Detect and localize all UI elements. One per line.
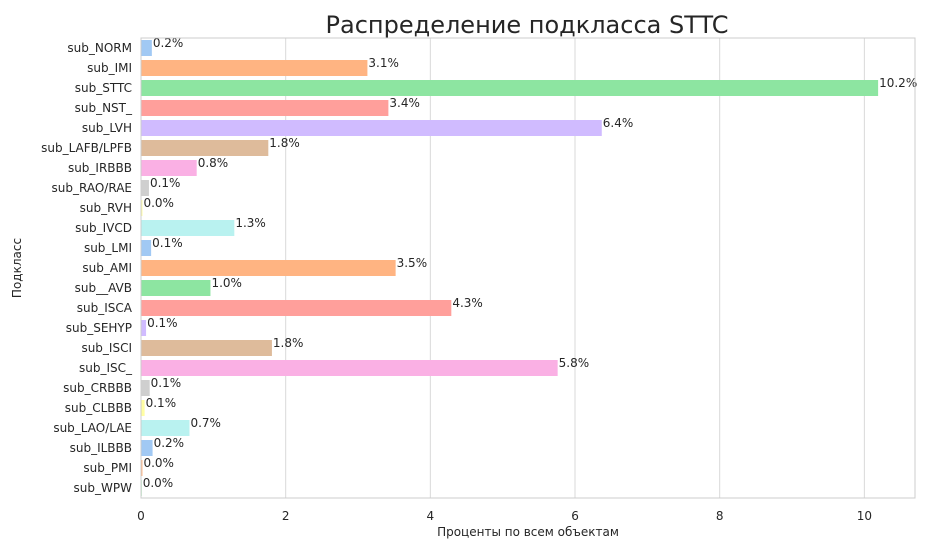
y-tick-label: sub_NST_ — [75, 101, 133, 115]
bar — [141, 240, 152, 256]
y-tick-labels: sub_NORM sub_IMI sub_STTC sub_NST_ sub_LVHsu… — [41, 41, 133, 495]
bar — [141, 440, 153, 456]
data-label: 0.1% — [146, 396, 177, 410]
data-label: 0.2% — [154, 436, 185, 450]
data-label: 5.8% — [559, 356, 590, 370]
y-tick-label: sub_SEHYP — [66, 321, 132, 335]
y-tick-label: sub_IMI — [87, 61, 132, 75]
y-tick-label: sub_NORM — [67, 41, 132, 55]
bar — [141, 280, 211, 296]
y-tick-label: sub__AVB — [75, 281, 132, 295]
data-label: 3.1% — [368, 56, 399, 70]
x-tick-label: 4 — [427, 509, 435, 523]
x-tick-label: 2 — [282, 509, 290, 523]
y-tick-label: sub_RVH — [80, 201, 132, 215]
x-tick-labels: 0 2 4 6 8 10 — [137, 509, 872, 523]
plot-frame — [140, 37, 916, 499]
data-labels: 0.2% 3.1% 10.2% 3.4% 6.4% 1.8% 0.8% 0.1% 0.0% 1.3… — [143, 36, 918, 490]
bar — [141, 200, 143, 216]
y-tick-label: sub_STTC — [75, 81, 132, 95]
data-label: 0.2% — [153, 36, 184, 50]
data-label: 0.1% — [150, 176, 181, 190]
y-tick-label: sub_LVH — [82, 121, 132, 135]
data-label: 4.3% — [452, 296, 483, 310]
x-tick-label: 8 — [716, 509, 724, 523]
data-label: 1.8% — [269, 136, 300, 150]
y-tick-label: sub_ILBBB — [70, 441, 132, 455]
data-label: 0.7% — [190, 416, 221, 430]
y-tick-label: sub_AMI — [82, 261, 132, 275]
data-label: 0.1% — [151, 376, 182, 390]
bar — [141, 300, 452, 316]
data-label: 6.4% — [603, 116, 634, 130]
bar — [141, 400, 145, 416]
y-tick-label: sub_IVCD — [75, 221, 132, 235]
data-label: 0.1% — [147, 316, 178, 330]
y-tick-label: sub_CRBBB — [63, 381, 132, 395]
bar — [141, 320, 147, 336]
bar — [141, 60, 368, 76]
y-axis-label: Подкласс — [10, 238, 24, 298]
y-tick-label: sub_IRBBB — [68, 161, 132, 175]
data-label: 0.0% — [143, 456, 174, 470]
y-tick-label: sub_CLBBB — [65, 401, 132, 415]
data-label: 0.0% — [143, 196, 174, 210]
bar — [141, 180, 149, 196]
y-tick-label: sub_WPW — [74, 481, 133, 495]
y-tick-label: sub_ISCI — [81, 341, 132, 355]
y-tick-label: sub_LAO/LAE — [53, 421, 132, 435]
x-tick-label: 10 — [857, 509, 872, 523]
chart-title: Распределение подкласса STTC — [326, 11, 729, 39]
data-label: 0.0% — [143, 476, 174, 490]
bar — [141, 380, 150, 396]
bar — [141, 100, 389, 116]
data-label: 0.1% — [152, 236, 183, 250]
y-tick-label: sub_LAFB/LPFB — [41, 141, 132, 155]
bar — [141, 140, 269, 156]
y-tick-label: sub_LMI — [84, 241, 132, 255]
data-label: 0.8% — [198, 156, 229, 170]
bar — [141, 220, 235, 236]
bar — [141, 260, 396, 276]
y-tick-label: sub_ISC_ — [79, 361, 133, 375]
data-label: 3.4% — [389, 96, 420, 110]
data-label: 1.8% — [273, 336, 304, 350]
data-label: 1.0% — [211, 276, 242, 290]
bar — [141, 80, 879, 96]
y-tick-label: sub_PMI — [83, 461, 132, 475]
data-label: 1.3% — [235, 216, 266, 230]
bar — [141, 460, 143, 476]
x-tick-label: 0 — [137, 509, 145, 523]
bar — [141, 120, 602, 136]
bar — [141, 420, 190, 436]
data-label: 10.2% — [879, 76, 917, 90]
bars — [141, 40, 879, 496]
bar — [141, 160, 197, 176]
y-tick-label: sub_RAO/RAE — [52, 181, 132, 195]
data-label: 3.5% — [397, 256, 428, 270]
y-tick-label: sub_ISCA — [77, 301, 133, 315]
bar — [141, 340, 272, 356]
bar — [141, 360, 558, 376]
bar — [141, 40, 152, 56]
x-tick-label: 6 — [571, 509, 579, 523]
x-axis-label: Проценты по всем объектам — [437, 525, 619, 539]
